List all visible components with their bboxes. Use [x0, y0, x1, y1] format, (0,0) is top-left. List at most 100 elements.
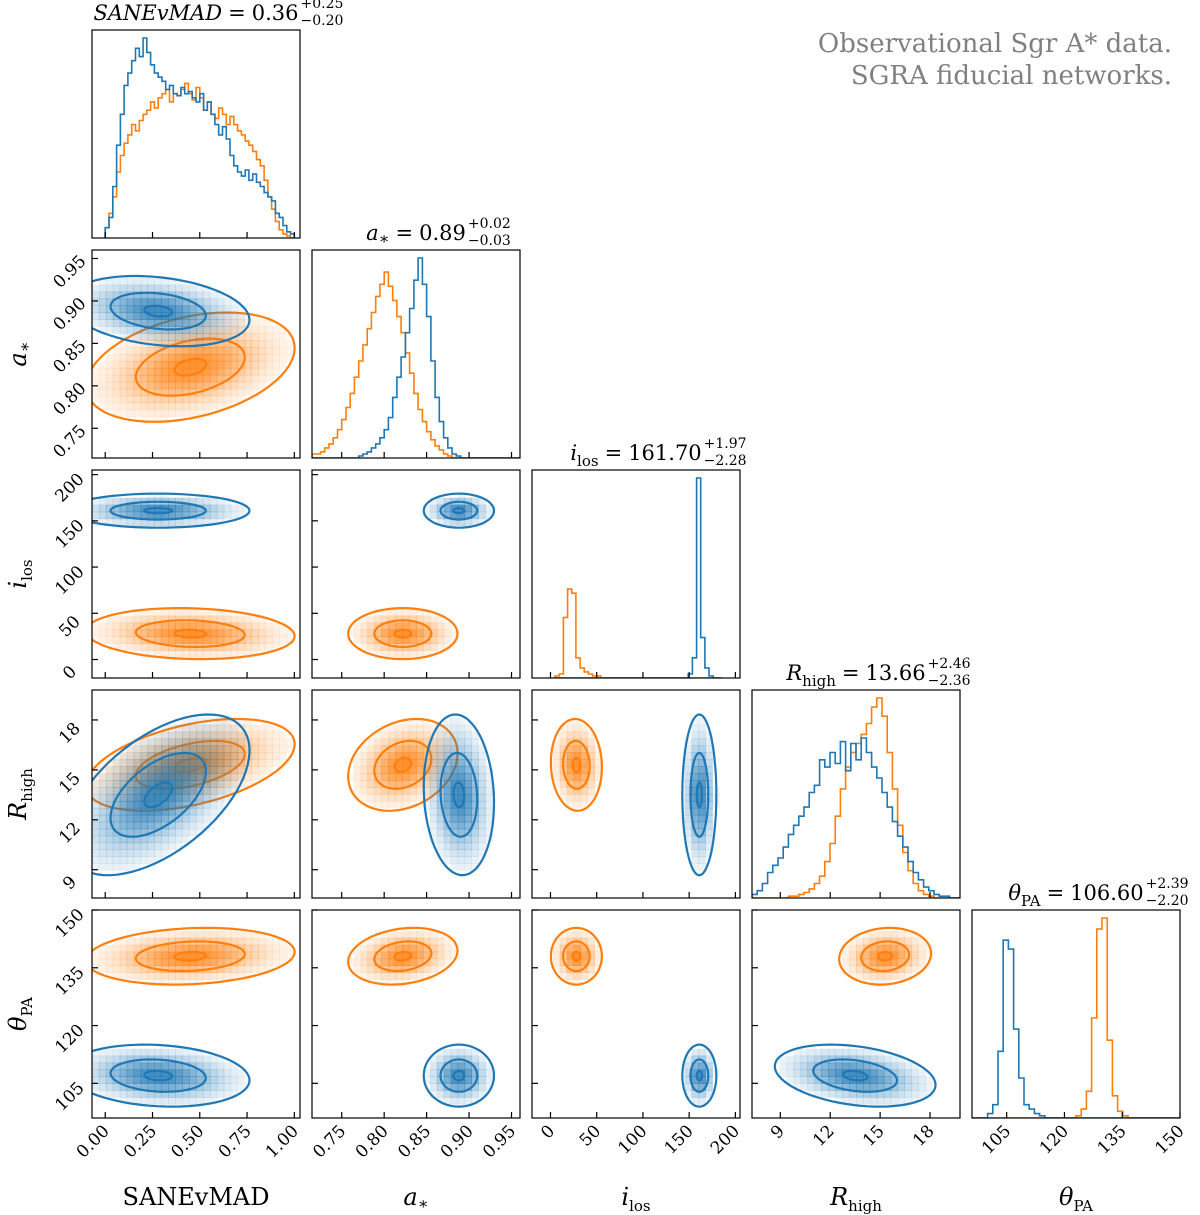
density-cell — [416, 608, 424, 617]
density-cell — [698, 766, 706, 774]
density-cell — [147, 650, 155, 658]
density-cell — [182, 636, 190, 644]
density-cell — [126, 291, 135, 300]
density-cell — [161, 298, 169, 307]
density-cell — [133, 773, 142, 781]
density-cell — [154, 745, 162, 753]
density-cell — [161, 1097, 169, 1105]
density-cell — [154, 402, 162, 411]
density-cell — [140, 608, 149, 617]
density-cell — [580, 752, 589, 760]
density-cell — [464, 738, 473, 747]
density-cell — [112, 766, 121, 774]
density-cell — [897, 930, 906, 939]
density-cell — [126, 787, 135, 795]
density-cell — [126, 759, 135, 767]
density-cell — [175, 972, 183, 980]
density-cell — [705, 828, 713, 837]
density-cell — [566, 972, 575, 980]
density-cell — [92, 807, 100, 816]
annotation: Observational Sgr A* data. SGRA fiducial… — [818, 29, 1172, 91]
panel-frame — [311, 909, 521, 1119]
density-cell — [698, 863, 706, 871]
density-cell — [133, 766, 142, 774]
density-cell — [443, 724, 452, 733]
density-cell — [189, 752, 197, 760]
density-cell — [566, 794, 575, 802]
density-cell — [436, 944, 445, 953]
density-cell — [105, 965, 114, 973]
density-cell — [471, 842, 479, 851]
density-cell — [429, 745, 438, 753]
density-cell — [92, 388, 100, 397]
density-cell — [98, 856, 107, 864]
density-cell — [154, 1069, 162, 1077]
density-cell — [230, 759, 239, 767]
density-cell — [230, 787, 239, 795]
density-cell — [904, 972, 913, 980]
density-cell — [209, 752, 218, 760]
density-cell — [416, 724, 424, 733]
density-cell — [450, 629, 459, 637]
density-cell — [168, 284, 176, 293]
density-cell — [552, 759, 561, 767]
density-cell — [112, 409, 121, 417]
density-cell — [244, 629, 253, 637]
density-cell — [98, 312, 107, 320]
density-cell — [196, 340, 204, 348]
density-cell — [196, 821, 204, 830]
density-cell — [402, 759, 410, 767]
density-cell — [140, 814, 149, 823]
density-cell — [175, 511, 183, 520]
density-cell — [223, 326, 232, 334]
density-cell — [691, 1097, 699, 1105]
density-cell — [258, 724, 266, 733]
density-cell — [119, 835, 128, 844]
density-cell — [209, 773, 218, 781]
density-cell — [897, 1076, 906, 1084]
density-cell — [161, 395, 169, 404]
density-cell — [443, 1069, 452, 1077]
density-cell — [388, 979, 396, 987]
density-cell — [140, 944, 149, 953]
density-cell — [691, 807, 699, 816]
density-cell — [918, 958, 926, 967]
density-cell — [429, 615, 438, 624]
density-cell — [691, 849, 699, 857]
density-cell — [566, 773, 575, 781]
blue-contour-2 — [109, 751, 207, 838]
density-cell — [251, 388, 259, 397]
density-cell — [691, 1090, 699, 1098]
panel-frame — [531, 909, 741, 1119]
density-cell — [244, 773, 253, 781]
density-cell — [119, 354, 128, 362]
density-cell — [189, 1090, 197, 1098]
density-cell — [209, 298, 218, 307]
density-cell — [175, 340, 183, 348]
density-cell — [374, 965, 382, 973]
x-axis-label-theta_pa: θPA — [1059, 1183, 1093, 1215]
density-cell — [244, 340, 253, 348]
density-cell — [450, 717, 459, 726]
density-cell — [416, 759, 424, 767]
density-cell — [147, 821, 155, 830]
density-cell — [161, 1048, 169, 1057]
density-cell — [457, 511, 466, 520]
density-cell — [353, 965, 362, 973]
density-cell — [573, 800, 582, 809]
density-cell — [251, 958, 259, 967]
density-cell — [112, 842, 121, 851]
density-cell — [140, 518, 149, 527]
density-cell — [237, 354, 246, 362]
density-cell — [230, 766, 239, 774]
blue-contour-1 — [92, 274, 251, 348]
density-cell — [223, 724, 232, 733]
density-cell — [133, 794, 142, 802]
density-cell — [552, 745, 561, 753]
blue-contour-1 — [92, 713, 251, 877]
density-cell — [471, 497, 479, 506]
density-cell — [168, 305, 176, 313]
density-cell — [237, 347, 246, 355]
density-cell — [793, 1076, 802, 1084]
density-cell — [279, 354, 287, 362]
